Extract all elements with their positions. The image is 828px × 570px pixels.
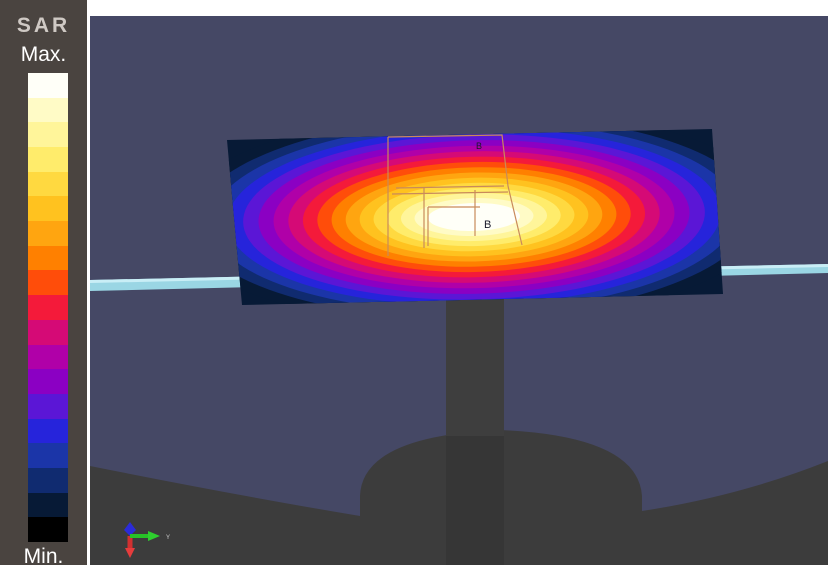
legend-swatch [28, 245, 68, 271]
probe-label-center: B [484, 219, 491, 231]
legend-swatch [28, 443, 68, 469]
scene-canvas: B B Y [90, 129, 828, 565]
legend-max-label: Max. [20, 43, 67, 66]
legend-swatch [28, 171, 68, 197]
legend-swatch [28, 221, 68, 247]
pillar-shadow [446, 436, 504, 565]
legend-swatch [28, 196, 68, 222]
legend-swatch [28, 517, 68, 543]
probe-label-top: B [476, 141, 482, 151]
legend-swatch [28, 319, 68, 345]
axes-triad-icon: Y [124, 522, 170, 558]
legend-swatch [28, 369, 68, 395]
legend-min-label: Min. [23, 545, 64, 568]
legend-swatch [28, 393, 68, 420]
legend-swatch [28, 295, 68, 321]
legend-swatch [28, 147, 68, 173]
3d-viewport[interactable]: B B Y [90, 16, 828, 565]
legend-swatch [28, 492, 68, 518]
legend-title: SAR [16, 14, 71, 37]
sar-legend: SAR Max. Min. [0, 0, 87, 568]
legend-swatch [28, 270, 68, 296]
legend-swatch [28, 97, 68, 123]
legend-swatch [28, 467, 68, 494]
legend-color-bar [28, 73, 68, 543]
axis-y-label: Y [166, 535, 170, 541]
sar-plate [227, 129, 723, 305]
probe-wireframe [387, 134, 523, 256]
legend-swatch [28, 122, 68, 148]
legend-swatch [28, 344, 68, 370]
sar-contour [428, 202, 520, 232]
legend-swatch [28, 418, 68, 444]
legend-swatch [28, 73, 68, 99]
